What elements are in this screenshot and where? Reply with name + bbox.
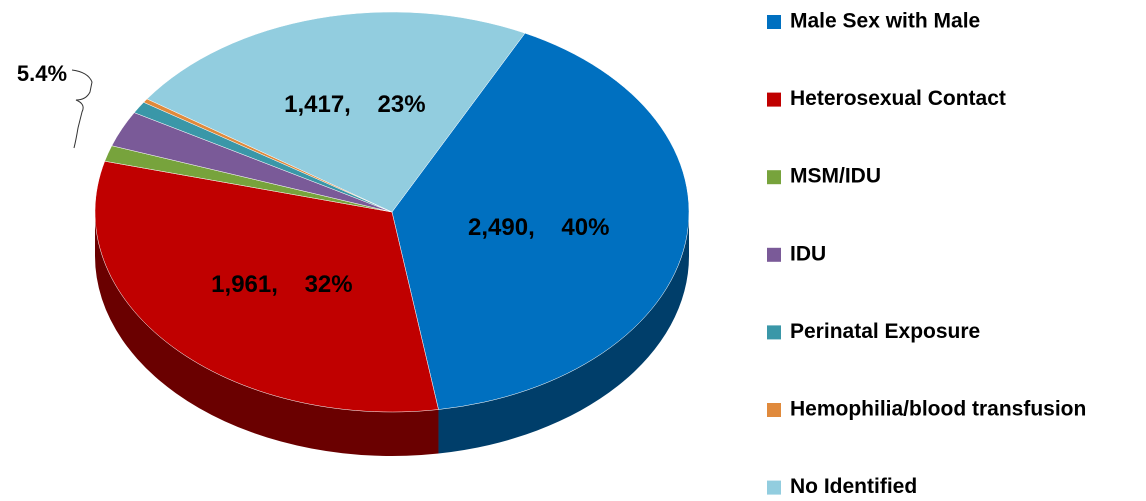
legend-swatch [767,403,781,417]
legend-swatch [767,325,781,340]
legend-swatch [767,92,781,107]
legend-label: MSM/IDU [790,165,881,188]
slice [94,160,439,413]
legend-label: Male Sex with Male [790,10,980,33]
legend-swatch [767,170,781,185]
slice-side [438,212,689,454]
value-label: 2,490, 40% [468,214,609,241]
slice-side [95,212,439,456]
annotation: 5.4% [17,61,67,86]
legend-label: Perinatal Exposure [790,320,980,343]
legend-label: No Identified [790,475,917,498]
legend-label: Hemophilia/blood transfusion [790,398,1086,421]
legend-label: Heterosexual Contact [790,87,1006,110]
legend-swatch [767,247,781,262]
slice [146,11,526,213]
slice [391,32,690,410]
legend-swatch [767,15,781,29]
value-label: 1,417, 23% [284,91,425,118]
legend-swatch [767,480,781,495]
brace [71,69,93,149]
legend-label: IDU [790,242,826,265]
value-label: 1,961, 32% [211,271,352,298]
